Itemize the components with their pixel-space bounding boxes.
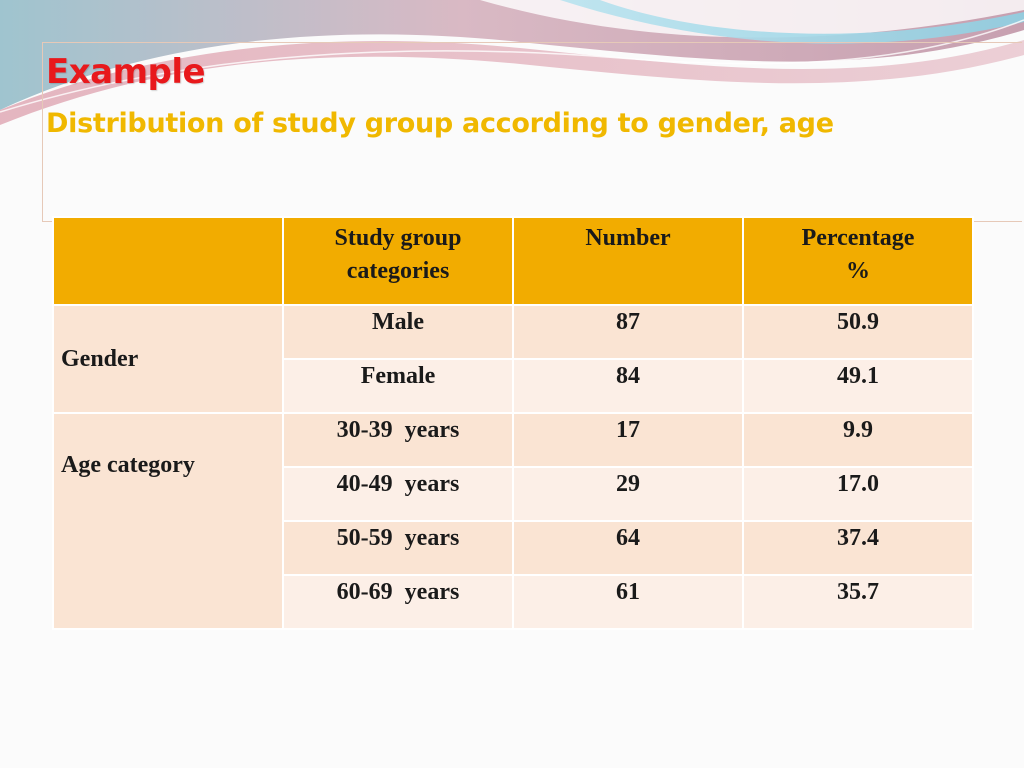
percentage-cell: 50.9 xyxy=(742,304,974,360)
category-cell: 40-49 years xyxy=(282,466,514,522)
category-cell: 30-39 years xyxy=(282,412,514,468)
category-cell: 60-69 years xyxy=(282,574,514,630)
group-label-age-category: Age category xyxy=(52,412,284,630)
category-cell: Male xyxy=(282,304,514,360)
table-row: 40-49 years 29 17.0 xyxy=(53,466,974,522)
header-number: Number xyxy=(512,216,744,306)
header-percentage: Percentage % xyxy=(742,216,974,306)
slide-title: Example xyxy=(46,52,206,92)
table-row: 50-59 years 64 37.4 xyxy=(53,520,974,576)
header-pct-line2: % xyxy=(846,258,870,284)
number-cell: 17 xyxy=(512,412,744,468)
number-cell: 61 xyxy=(512,574,744,630)
table-row: Female 84 49.1 xyxy=(53,358,974,414)
percentage-cell: 9.9 xyxy=(742,412,974,468)
header-pct-line1: Percentage xyxy=(801,225,915,251)
number-cell: 87 xyxy=(512,304,744,360)
header-cat-line2: categories xyxy=(346,258,450,284)
table-row: 60-69 years 61 35.7 xyxy=(53,574,974,630)
percentage-cell: 49.1 xyxy=(742,358,974,414)
percentage-cell: 35.7 xyxy=(742,574,974,630)
table-row: Gender Male 87 50.9 xyxy=(52,304,974,414)
header-study-group-categories: Study group categories xyxy=(282,216,514,306)
table-row: Age category 30-39 years 17 9.9 xyxy=(52,412,974,630)
distribution-table: Study group categories Number Percentage… xyxy=(52,216,974,630)
number-cell: 64 xyxy=(512,520,744,576)
percentage-cell: 17.0 xyxy=(742,466,974,522)
slide-subtitle: Distribution of study group according to… xyxy=(46,108,834,139)
category-cell: 50-59 years xyxy=(282,520,514,576)
number-cell: 29 xyxy=(512,466,744,522)
category-cell: Female xyxy=(282,358,514,414)
header-cat-line1: Study group xyxy=(334,225,462,251)
table-header-row: Study group categories Number Percentage… xyxy=(52,216,974,306)
number-cell: 84 xyxy=(512,358,744,414)
header-wave-decoration xyxy=(0,0,1024,125)
group-label-gender: Gender xyxy=(52,304,284,414)
percentage-cell: 37.4 xyxy=(742,520,974,576)
header-empty xyxy=(52,216,284,306)
group-label-age-text: Age category xyxy=(61,452,195,478)
